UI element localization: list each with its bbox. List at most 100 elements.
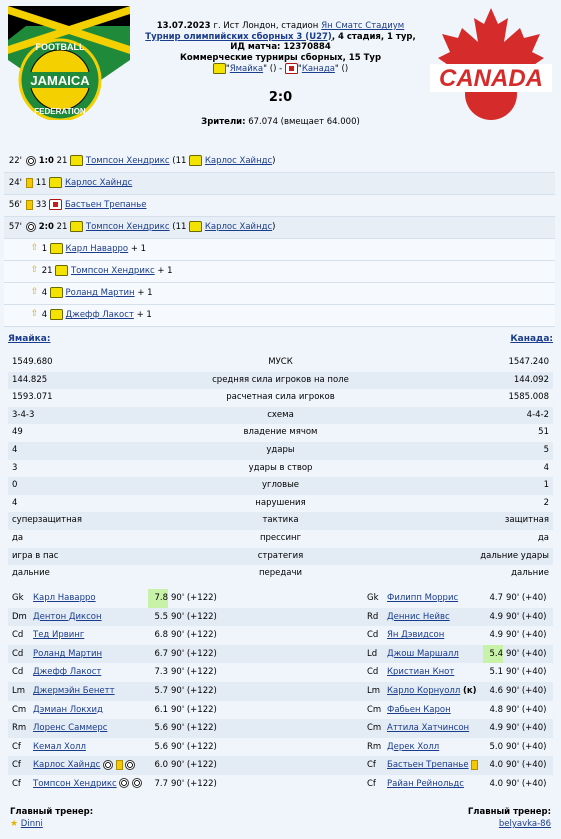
assist-number: 11 <box>175 156 187 166</box>
stat-row: тактика суперзащитная защитная <box>8 512 553 530</box>
assist-shirt-icon <box>189 221 203 232</box>
player-link[interactable]: Джош Маршалл <box>387 648 459 659</box>
lineup-row: Cd Роланд Мартин 6.7 90' (+122) Ld Джош Марша… <box>8 644 553 664</box>
assist-number: 11 <box>175 222 187 232</box>
player-position: Ld <box>367 648 378 659</box>
home-team-link[interactable]: Ямайка <box>229 64 264 74</box>
player-link[interactable]: Бастьен Трепанье <box>64 200 147 210</box>
home-logo-name: JAMAICA <box>30 73 90 88</box>
player-link[interactable]: Райан Рейнольдс <box>387 778 464 789</box>
player-link[interactable]: Дентон Диксон <box>33 611 102 622</box>
stats-home-team-link[interactable]: Ямайка: <box>8 334 51 344</box>
player-rating: 4.9 <box>489 630 503 641</box>
lineup-row: Cm Дэмиан Локхид 6.1 90' (+122) Cm Фабьен Кар… <box>8 701 553 720</box>
player-minutes: 90' (+122) <box>171 685 217 696</box>
player-rating: 5.4 <box>483 644 503 664</box>
stat-home-value: 3-4-3 <box>12 409 35 420</box>
stat-label: тактика <box>262 515 299 526</box>
player-number: 4 <box>41 288 48 298</box>
player-link[interactable]: Карлос Хайндс <box>64 178 133 188</box>
lineup-row: Lm Джермэйн Бенетт 5.7 90' (+122) Lm Карло Ко… <box>8 681 553 701</box>
player-minutes: 90' (+122) <box>171 593 217 603</box>
player-link[interactable]: Филипп Моррис <box>387 593 459 603</box>
stat-away-value: 1 <box>543 480 549 491</box>
yellow-card-icon <box>471 759 479 770</box>
event-score: 2:0 <box>38 222 54 232</box>
lineup-row: Gk Карл Наварро 7.8 90' (+122) Gk Филипп Морр… <box>8 589 553 608</box>
stat-home-value: игра в пас <box>12 550 59 561</box>
player-link[interactable]: Томпсон Хендрикс <box>85 156 170 166</box>
player-link[interactable]: Деннис Нейвс <box>387 611 450 622</box>
event-body: 2:0 21 Томпсон Хендрикс (11 Карлос Хайнд… <box>26 217 276 238</box>
player-link[interactable]: Тед Ирвинг <box>33 630 85 641</box>
stat-label: стратегия <box>257 550 304 561</box>
assist-player-link[interactable]: Карлос Хайндс <box>204 156 273 166</box>
player-link[interactable]: Фабьен Карон <box>387 704 451 715</box>
player-minutes: 90' (+122) <box>171 760 217 771</box>
stat-label: МУСК <box>268 357 293 367</box>
player-minutes: 90' (+40) <box>506 648 547 659</box>
player-rating: 6.0 <box>154 760 168 771</box>
away-team-link[interactable]: Канада <box>301 64 335 74</box>
player-link[interactable]: Карл Наварро <box>65 244 129 254</box>
player-link[interactable]: Роланд Мартин <box>65 288 135 298</box>
stats-away-team-link[interactable]: Канада: <box>510 334 553 344</box>
stat-label: удары в створ <box>248 462 313 473</box>
player-link[interactable]: Томпсон Хендрикс <box>33 778 117 789</box>
player-rating: 5.5 <box>154 611 168 622</box>
stat-away-value: 1547.240 <box>508 357 549 367</box>
away-coach-link[interactable]: belyavka-86 <box>498 819 551 829</box>
assist-player-link[interactable]: Карлос Хайндс <box>204 222 273 232</box>
player-link[interactable]: Карл Наварро <box>33 593 96 603</box>
player-link[interactable]: Джефф Лакост <box>33 667 102 678</box>
coaches: Главный тренер: ★ Dinni Главный тренер: … <box>8 807 553 837</box>
player-shirt-icon <box>70 155 84 166</box>
player-name-cell: Ян Дэвидсон <box>387 626 444 645</box>
player-name-cell: Тед Ирвинг <box>33 626 84 645</box>
player-position: Gk <box>12 593 24 603</box>
home-coach-link[interactable]: Dinni <box>20 819 43 829</box>
player-position: Cf <box>367 760 376 771</box>
stat-away-value: 4 <box>543 462 549 473</box>
player-link[interactable]: Джермэйн Бенетт <box>33 685 115 696</box>
player-name-cell: Дентон Диксон <box>33 608 102 627</box>
stat-away-value: 2 <box>543 497 549 508</box>
player-link[interactable]: Лоренс Саммерс <box>33 723 108 734</box>
player-shirt-icon <box>49 309 63 320</box>
player-shirt-icon <box>49 243 63 254</box>
player-link[interactable]: Карлос Хайндс <box>33 760 101 771</box>
player-link[interactable]: Аттила Хатчинсон <box>387 723 470 734</box>
player-rating: 7.3 <box>154 667 168 678</box>
player-link[interactable]: Ян Дэвидсон <box>387 630 445 641</box>
player-link[interactable]: Кристиан Кнот <box>387 667 455 678</box>
goal-ball-icon <box>26 155 36 166</box>
match-score: 2:0 <box>268 90 293 105</box>
player-minutes: 90' (+40) <box>506 704 547 715</box>
stat-away-value: 5 <box>543 444 549 455</box>
stat-row: передачи дальние дальние <box>8 565 553 583</box>
stat-row: средняя сила игроков на поле 144.825 144.0… <box>8 371 553 390</box>
player-link[interactable]: Дерек Холл <box>387 741 440 752</box>
tournament-link[interactable]: Турнир олимпийских сборных 3 (U27) <box>145 31 332 42</box>
player-name-cell: Кристиан Кнот <box>387 663 454 682</box>
player-link[interactable]: Карло Корнуолл <box>387 685 461 696</box>
player-rating: 6.1 <box>154 704 168 715</box>
bonus-up-icon: ⇧ <box>30 243 39 253</box>
player-link[interactable]: Джефф Лакост <box>65 310 134 320</box>
stat-home-value: да <box>12 532 24 543</box>
jamaica-logo: FOOTBALL JAMAICA FEDERATION <box>8 6 130 120</box>
event-body: ⇧ 4 Джефф Лакост + 1 <box>30 305 152 326</box>
tournament-stage: , 4 стадия, 1 тур, <box>331 31 416 42</box>
player-minutes: 90' (+40) <box>506 593 547 603</box>
player-link[interactable]: Томпсон Хендрикс <box>85 222 170 232</box>
stat-home-value: 1549.680 <box>12 357 53 367</box>
player-link[interactable]: Роланд Мартин <box>33 648 103 659</box>
stat-away-value: да <box>537 532 549 543</box>
stadium-link[interactable]: Ян Сматс Стадиум <box>321 21 405 31</box>
player-link[interactable]: Кемал Холл <box>33 741 86 752</box>
player-link[interactable]: Томпсон Хендрикс <box>70 266 155 276</box>
player-name-cell: Джефф Лакост <box>33 663 101 682</box>
player-link[interactable]: Дэмиан Локхид <box>33 704 103 715</box>
stat-label: расчетная сила игроков <box>226 392 335 403</box>
player-link[interactable]: Бастьен Трепанье <box>387 760 469 771</box>
